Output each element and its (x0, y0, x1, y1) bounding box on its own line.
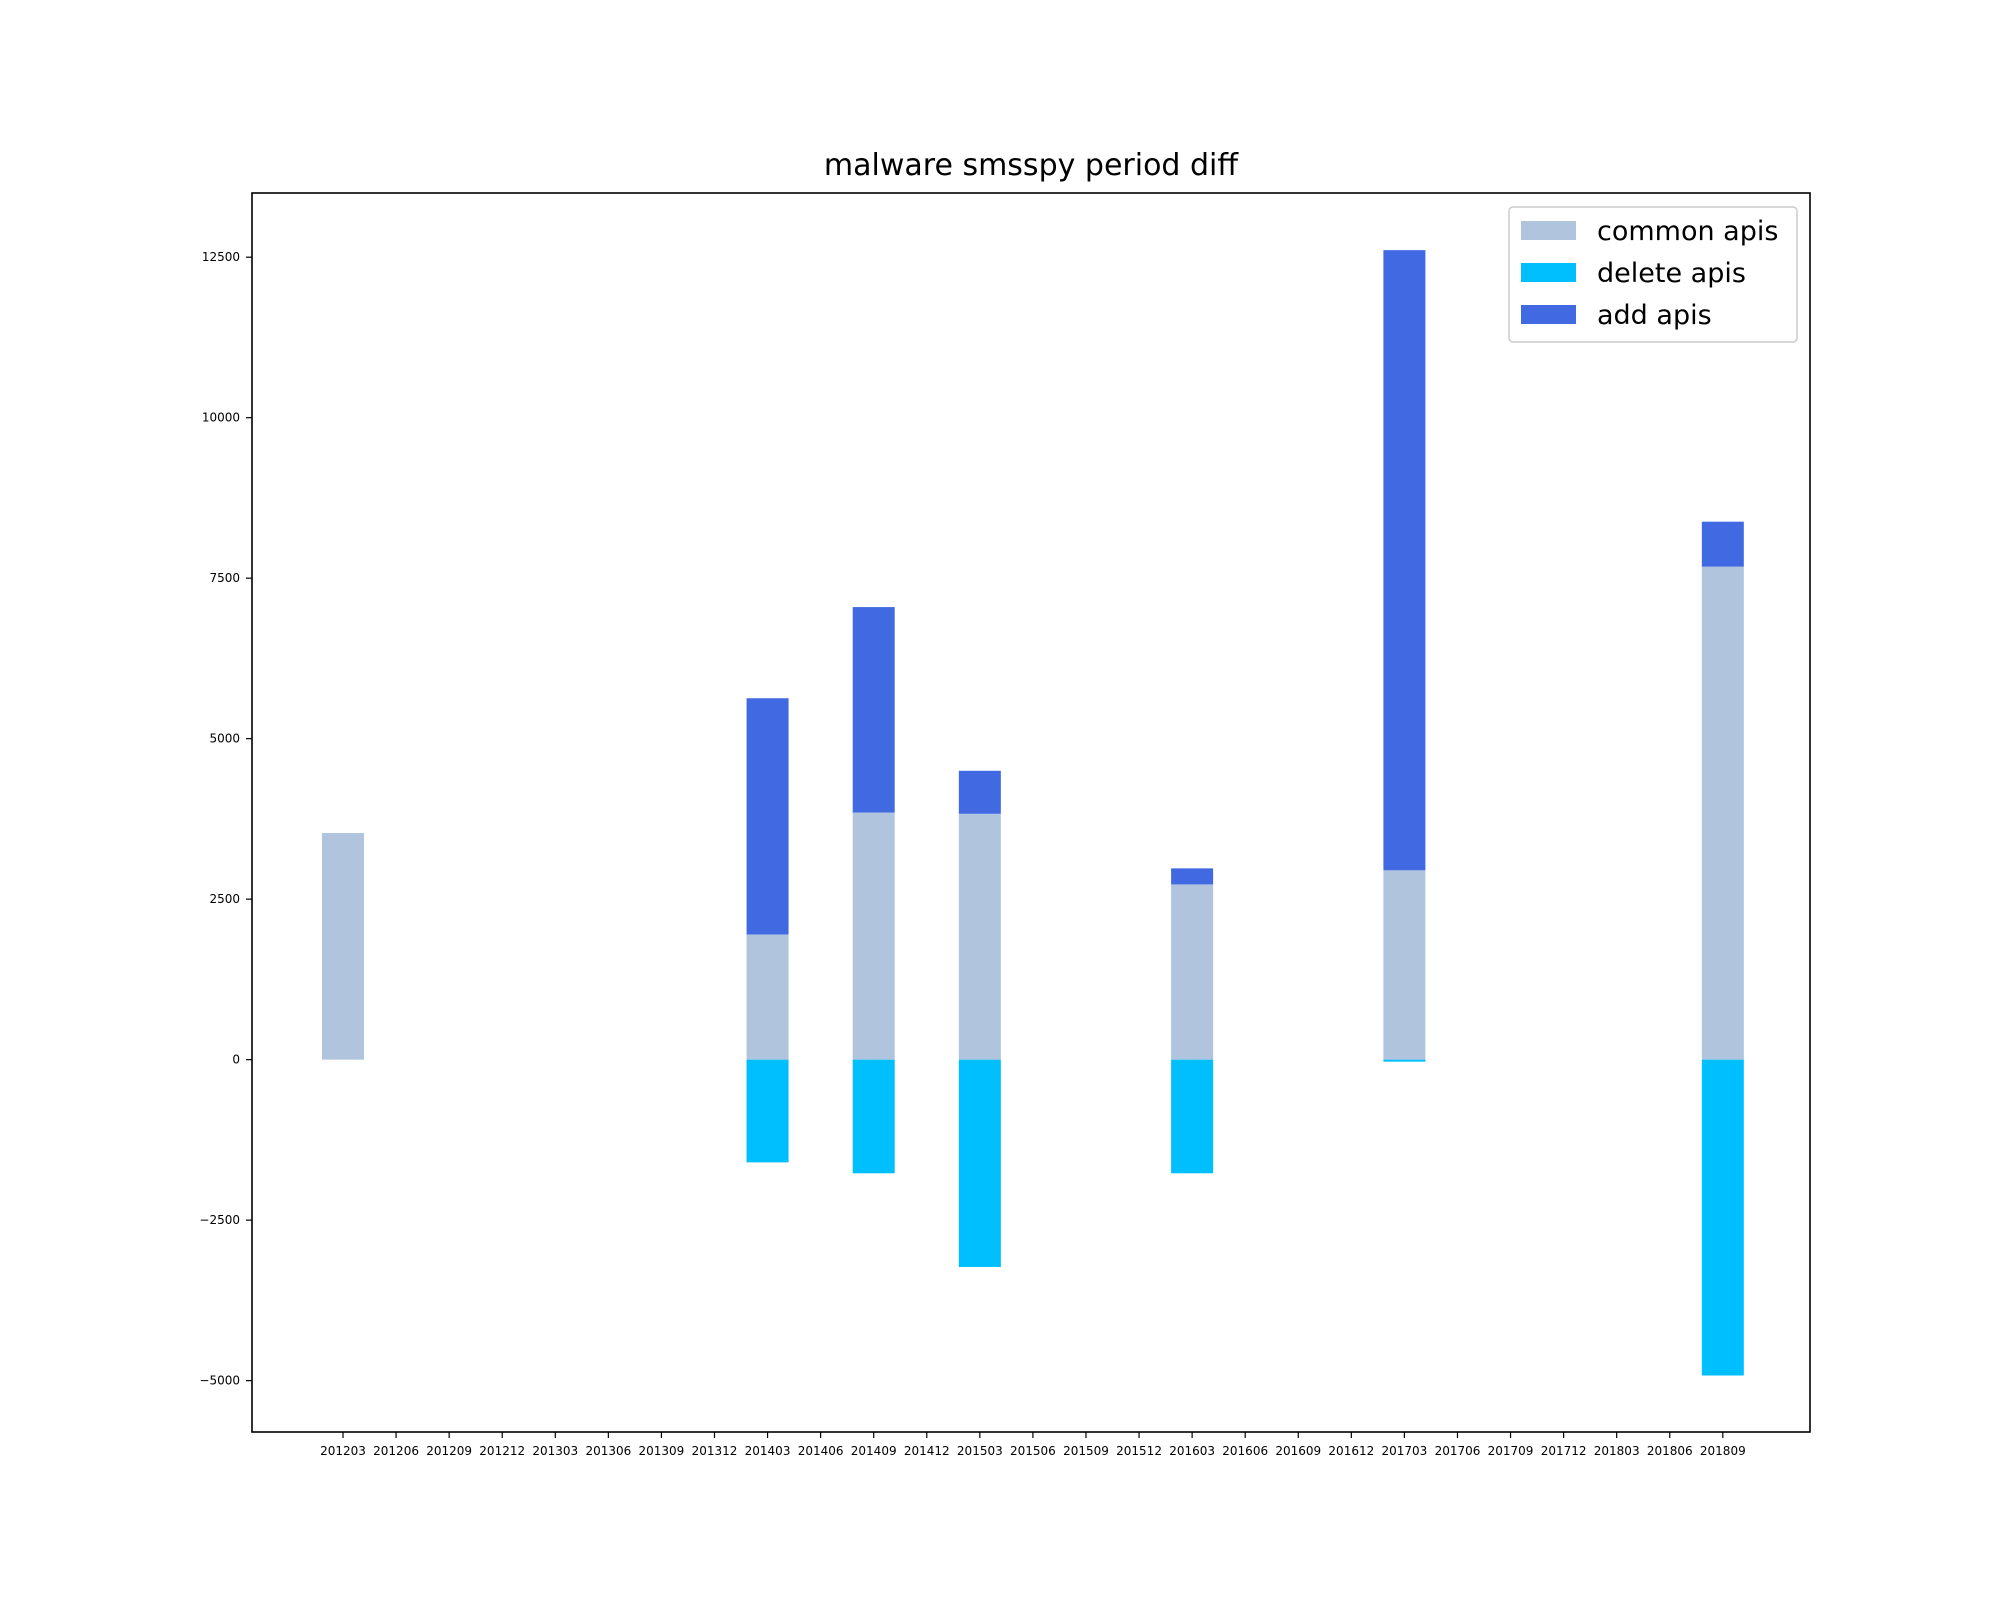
bar-common-apis-201603 (1171, 884, 1214, 1060)
legend-label-add-apis: add apis (1597, 300, 1712, 331)
x-tick-label-201809: 201809 (1700, 1444, 1746, 1458)
x-tick-label-201309: 201309 (639, 1444, 685, 1458)
x-tick-label-201806: 201806 (1647, 1444, 1693, 1458)
legend: common apis delete apis add apis (1508, 206, 1798, 343)
x-tick-label-201603: 201603 (1169, 1444, 1215, 1458)
bar-add-apis-201409 (852, 607, 895, 813)
bar-delete-apis-201809 (1701, 1059, 1744, 1376)
legend-box (1508, 206, 1798, 343)
bar-delete-apis-201503 (958, 1059, 1001, 1268)
x-tick-label-201512: 201512 (1116, 1444, 1162, 1458)
bar-common-apis-201403 (746, 934, 789, 1060)
x-tick-label-201612: 201612 (1328, 1444, 1374, 1458)
x-tick-label-201609: 201609 (1275, 1444, 1321, 1458)
y-tick-label-12500: 12500 (202, 250, 240, 264)
bar-add-apis-201503 (958, 770, 1001, 814)
bar-delete-apis-201403 (746, 1059, 789, 1163)
x-tick-label-201709: 201709 (1488, 1444, 1534, 1458)
x-tick-label-201303: 201303 (532, 1444, 578, 1458)
x-tick-label-201606: 201606 (1222, 1444, 1268, 1458)
x-tick-label-201509: 201509 (1063, 1444, 1109, 1458)
x-tick-label-201203: 201203 (320, 1444, 366, 1458)
y-tick-label--5000: −5000 (199, 1374, 240, 1388)
bar-common-apis-201703 (1383, 870, 1426, 1060)
bar-common-apis-201809 (1701, 566, 1744, 1060)
bar-add-apis-201809 (1701, 521, 1744, 567)
x-tick-label-201506: 201506 (1010, 1444, 1056, 1458)
x-tick-label-201412: 201412 (904, 1444, 950, 1458)
y-tick-label--2500: −2500 (199, 1213, 240, 1227)
legend-label-common-apis: common apis (1597, 216, 1778, 247)
x-tick-label-201209: 201209 (426, 1444, 472, 1458)
x-tick-label-201706: 201706 (1435, 1444, 1481, 1458)
x-tick-label-201803: 201803 (1594, 1444, 1640, 1458)
legend-swatch-add-apis (1521, 305, 1576, 324)
bar-delete-apis-201603 (1171, 1059, 1214, 1174)
bar-add-apis-201603 (1171, 868, 1214, 885)
y-tick-label-10000: 10000 (202, 411, 240, 425)
chart-title: malware smsspy period diff (824, 148, 1239, 183)
bar-common-apis-201409 (852, 812, 895, 1060)
plot-area: 12500 10000 7500 5000 2500 0 −2500 −5000 201203 2… (199, 192, 1811, 1458)
bar-add-apis-201703 (1383, 250, 1426, 871)
bar-common-apis-201203 (322, 833, 364, 1060)
legend-swatch-common-apis (1521, 221, 1576, 240)
x-tick-label-201712: 201712 (1541, 1444, 1587, 1458)
y-tick-label-0: 0 (232, 1053, 240, 1067)
bar-common-apis-201503 (958, 813, 1001, 1060)
x-tick-label-201703: 201703 (1381, 1444, 1427, 1458)
y-tick-label-5000: 5000 (209, 732, 240, 746)
y-tick-label-7500: 7500 (209, 571, 240, 585)
x-tick-label-201212: 201212 (479, 1444, 525, 1458)
x-tick-label-201409: 201409 (851, 1444, 897, 1458)
y-tick-label-2500: 2500 (209, 892, 240, 906)
x-tick-label-201206: 201206 (373, 1444, 419, 1458)
x-tick-label-201406: 201406 (798, 1444, 844, 1458)
x-tick-label-201403: 201403 (745, 1444, 791, 1458)
bar-add-apis-201403 (746, 698, 789, 935)
bar-delete-apis-201409 (852, 1059, 895, 1174)
x-tick-label-201306: 201306 (585, 1444, 631, 1458)
plot-frame (251, 192, 1811, 1433)
x-tick-label-201312: 201312 (692, 1444, 738, 1458)
legend-label-delete-apis: delete apis (1597, 258, 1746, 289)
bar-delete-apis-201703 (1383, 1059, 1426, 1062)
x-tick-label-201503: 201503 (957, 1444, 1003, 1458)
legend-swatch-delete-apis (1521, 263, 1576, 282)
